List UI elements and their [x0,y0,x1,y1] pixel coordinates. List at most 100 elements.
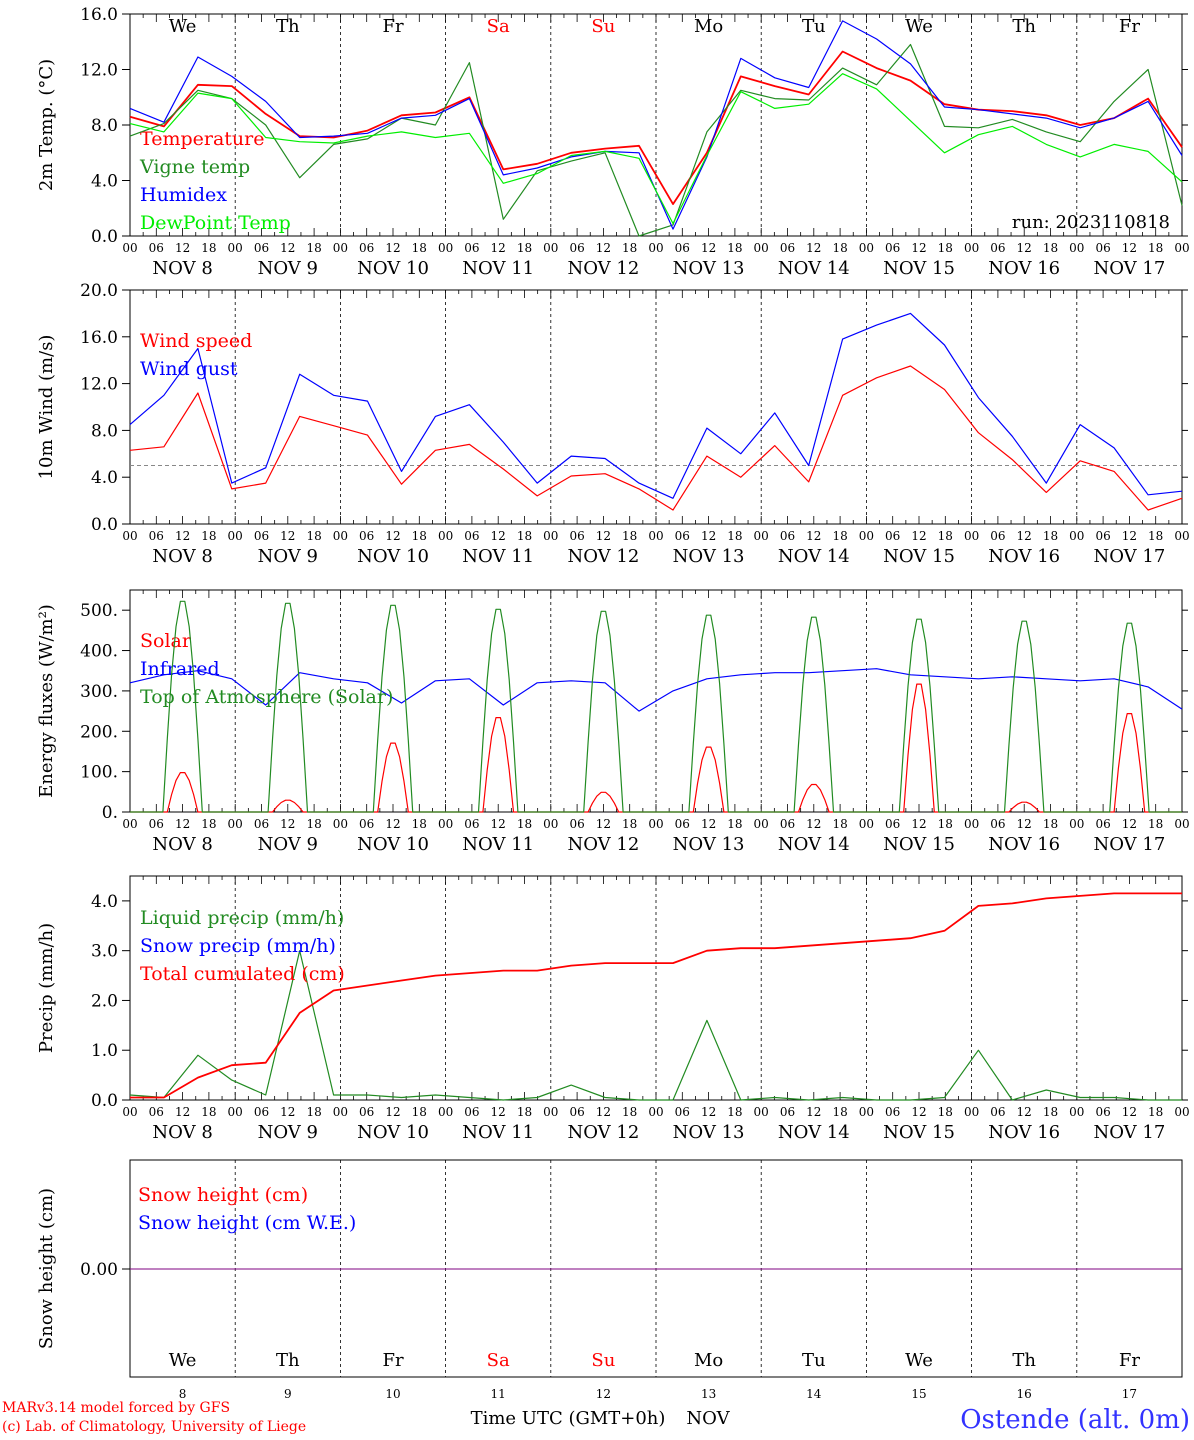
date-label: NOV 16 [988,258,1060,279]
hour-tick-label: 12 [1122,241,1137,255]
date-label: NOV 17 [1093,834,1165,855]
hour-tick-label: 00 [1174,817,1189,831]
hour-tick-label: 06 [254,529,269,543]
y-axis-label: Energy fluxes (W/m²) [36,604,57,798]
x-axis-label: Time UTC (GMT+0h) [471,1408,666,1429]
hour-tick-label: 12 [1122,529,1137,543]
date-label: NOV 15 [883,834,955,855]
hour-tick-label: 00 [648,241,663,255]
hour-tick-label: 00 [122,1105,137,1119]
y-tick-label: 3.0 [91,942,118,962]
hour-tick-label: 12 [911,1105,926,1119]
day-name-label: Fr [1119,16,1140,37]
date-label: NOV 13 [673,258,745,279]
hour-tick-label: 12 [175,1105,190,1119]
y-tick-label: 300. [80,682,118,702]
hour-tick-label: 00 [543,529,558,543]
panel-5: We Th Fr Sa Su Mo Tu We Th Fr 0.00 Snow height (cm)… [36,1159,1183,1429]
hour-tick-label: 06 [885,529,900,543]
station-label: Ostende (alt. 0m) [960,1405,1190,1435]
day-name-label: Su [591,16,615,37]
hour-tick-label: 18 [622,529,637,543]
hour-tick-label: 06 [359,529,374,543]
hour-tick-label: 00 [438,817,453,831]
hour-tick-label: 06 [675,817,690,831]
hour-tick-label: 18 [938,241,953,255]
hour-tick-label: 00 [859,1105,874,1119]
hour-tick-label: 18 [412,1105,427,1119]
date-label: NOV 12 [567,1122,639,1143]
hour-tick-label: 00 [228,529,243,543]
hour-tick-label: 06 [990,1105,1005,1119]
hour-tick-label: 00 [964,817,979,831]
hour-tick-label: 00 [1174,529,1189,543]
date-label: NOV 14 [778,834,850,855]
date-label: NOV 9 [258,546,318,567]
day-name-label: Th [276,16,300,37]
hour-tick-label: 18 [938,1105,953,1119]
y-tick-label: 2.0 [91,991,118,1011]
hour-tick-label: 18 [727,817,742,831]
date-label: NOV 13 [673,1122,745,1143]
day-number-label: 8 [179,1387,187,1401]
hour-tick-label: 00 [228,241,243,255]
day-name-label: We [169,1350,197,1371]
date-label: NOV 11 [462,1122,534,1143]
y-axis-label: Precip (mm/h) [36,923,57,1053]
hour-tick-label: 18 [306,529,321,543]
day-name-label: Sa [487,1350,510,1371]
hour-tick-label: 18 [622,1105,637,1119]
y-tick-label: 100. [80,763,118,783]
hour-tick-label: 00 [964,529,979,543]
hour-tick-label: 06 [149,817,164,831]
day-number-label: 14 [806,1387,822,1401]
hour-tick-label: 18 [938,817,953,831]
date-label: NOV 15 [883,1122,955,1143]
hour-tick-label: 00 [1069,817,1084,831]
hour-tick-label: 18 [938,529,953,543]
day-name-label: Fr [1119,1350,1140,1371]
hour-tick-label: 12 [491,1105,506,1119]
hour-tick-label: 18 [1148,817,1163,831]
legend-entry: Infrared [140,658,220,680]
series-line-dewpoint-temp [129,73,1183,225]
hour-tick-label: 18 [201,817,216,831]
hour-tick-label: 00 [648,817,663,831]
hour-tick-label: 18 [201,241,216,255]
date-label: NOV 8 [152,258,212,279]
date-label: NOV 10 [357,258,429,279]
hour-tick-label: 00 [859,529,874,543]
y-tick-label: 500. [80,601,118,621]
day-name-label: Fr [382,16,403,37]
hour-tick-label: 00 [543,241,558,255]
day-name-label: We [169,16,197,37]
hour-tick-label: 00 [122,817,137,831]
series-line-wind-gust [129,312,1183,499]
hour-tick-label: 12 [491,817,506,831]
x-axis-month-label: NOV [686,1408,730,1429]
credit-line-1: MARv3.14 model forced by GFS [2,1400,230,1416]
hour-tick-label: 12 [175,241,190,255]
day-number-label: 10 [385,1387,400,1401]
y-axis-label: 10m Wind (m/s) [36,335,57,480]
series-line-wind-speed [129,365,1183,511]
hour-tick-label: 12 [701,817,716,831]
hour-tick-label: 12 [491,529,506,543]
hour-tick-label: 00 [1069,529,1084,543]
day-number-label: 17 [1122,1387,1137,1401]
run-annotation: run: 2023110818 [1012,212,1170,233]
hour-tick-label: 00 [438,241,453,255]
date-label: NOV 14 [778,1122,850,1143]
y-tick-label: 12.0 [80,61,118,81]
date-label: NOV 14 [778,258,850,279]
hour-tick-label: 18 [412,529,427,543]
hour-tick-label: 00 [438,1105,453,1119]
hour-tick-label: 18 [727,529,742,543]
day-name-label: Su [591,1350,615,1371]
hour-tick-label: 12 [1122,1105,1137,1119]
date-label: NOV 11 [462,834,534,855]
hour-tick-label: 18 [622,241,637,255]
hour-tick-label: 18 [832,241,847,255]
y-tick-label: 0.0 [91,515,118,535]
day-number-label: 9 [284,1387,292,1401]
